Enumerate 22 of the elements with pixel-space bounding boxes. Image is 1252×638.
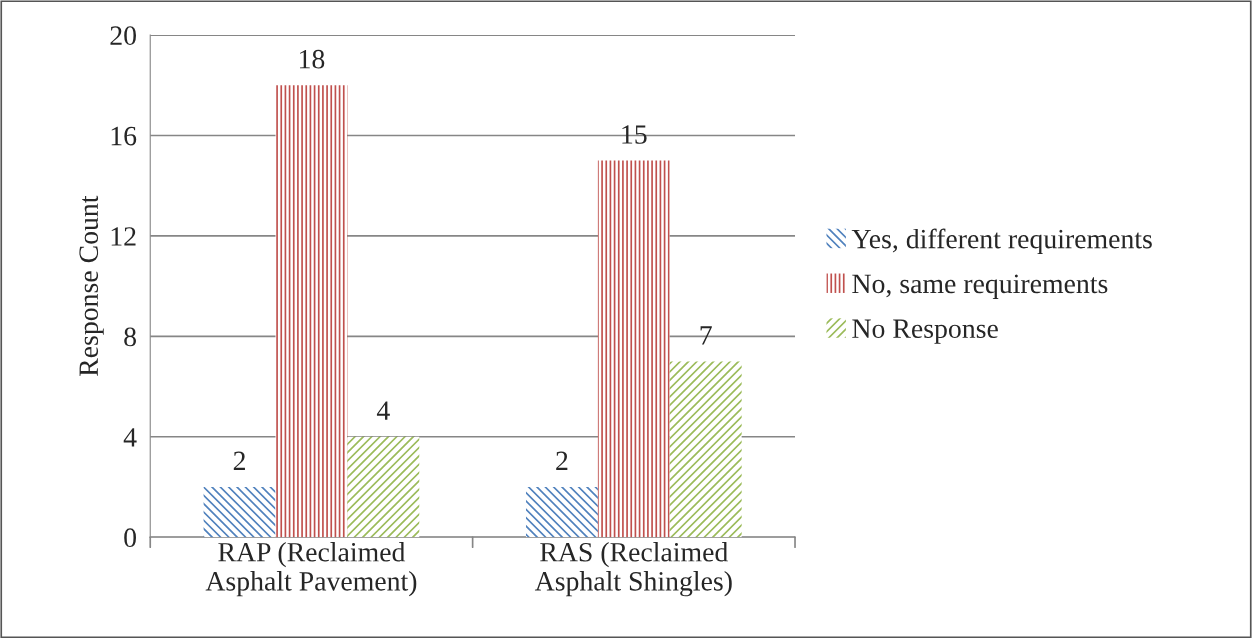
y-tick-label: 20 bbox=[110, 26, 136, 45]
y-tick-label: 4 bbox=[123, 428, 137, 447]
data-label: 2 bbox=[233, 451, 245, 470]
bar bbox=[597, 160, 670, 538]
bar bbox=[203, 486, 276, 538]
y-axis-title: Response Count bbox=[79, 195, 104, 377]
legend-label: No, same requirements bbox=[852, 274, 1108, 299]
y-tick-label: 12 bbox=[111, 227, 136, 246]
x-tick-label: RAP (Reclaimed Asphalt Pavement) bbox=[205, 542, 417, 597]
y-tick-label: 8 bbox=[124, 327, 136, 347]
legend-label: No Response bbox=[852, 319, 998, 344]
data-label: 2 bbox=[556, 451, 568, 470]
bar bbox=[525, 486, 598, 538]
bar bbox=[347, 436, 420, 538]
legend-label: Yes, different requirements bbox=[851, 228, 1152, 255]
data-label: 4 bbox=[376, 401, 390, 420]
bar bbox=[669, 361, 742, 538]
bar bbox=[275, 85, 348, 538]
y-tick-label: 16 bbox=[111, 126, 137, 146]
data-label: 18 bbox=[299, 49, 325, 69]
y-tick-label: 0 bbox=[124, 528, 136, 548]
x-tick-label: RAS (Reclaimed Asphalt Shingles) bbox=[534, 542, 732, 597]
